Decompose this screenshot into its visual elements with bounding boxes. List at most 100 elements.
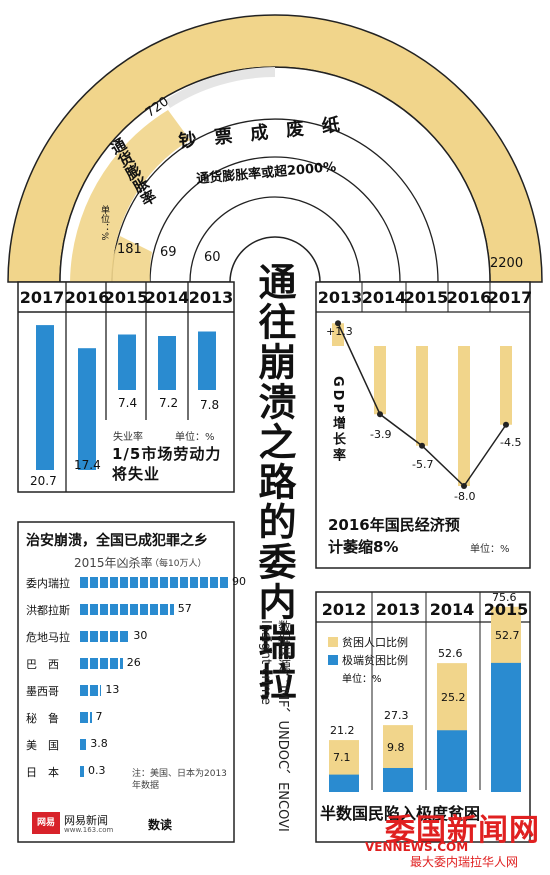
poverty-value-2013: 27.3 bbox=[384, 709, 409, 723]
homicide-country-6: 美 国 bbox=[26, 739, 59, 752]
gdp-point-2017 bbox=[503, 421, 509, 428]
unemp-value-2015: 7.4 bbox=[118, 396, 138, 410]
gdp-value-2015: -5.7 bbox=[412, 458, 434, 471]
gdp-year-2014: 2014 bbox=[361, 288, 407, 307]
gdp-point-2013 bbox=[335, 320, 341, 327]
unemp-value-2013: 7.8 bbox=[200, 398, 220, 412]
unemp-title: 1/5市场劳动力将失业 bbox=[112, 445, 222, 483]
gdp-year-2017: 2017 bbox=[487, 288, 533, 307]
homicide-country-3: 巴 西 bbox=[26, 658, 59, 671]
gdp-point-2016 bbox=[461, 483, 467, 489]
unemp-unit: 单位：% bbox=[175, 432, 215, 443]
dudu-logo: 数读 bbox=[148, 818, 173, 832]
gdp-title: 2016年国民经济预计萎缩8% bbox=[328, 516, 460, 556]
gdp-value-2013: +1.3 bbox=[326, 325, 353, 338]
homicide-bar-6 bbox=[80, 739, 87, 750]
unemp-ylabel: 失业率 bbox=[113, 432, 143, 443]
arc-unit: 单位：% bbox=[99, 205, 109, 241]
legend-extreme: 极端贫困比例 bbox=[342, 654, 408, 667]
legend-poor-swatch bbox=[328, 637, 338, 647]
homicide-bar-5 bbox=[80, 712, 92, 723]
homicide-value-2: 30 bbox=[133, 629, 148, 642]
homicide-bar-1 bbox=[80, 604, 174, 615]
gdp-ylabel: GDP增长率 bbox=[330, 376, 345, 464]
arc-ring-2 bbox=[149, 156, 401, 283]
netease-logo: 网易 bbox=[32, 812, 60, 834]
gdp-year-2016: 2016 bbox=[446, 288, 492, 307]
homicide-value-1: 57 bbox=[177, 602, 192, 615]
gdp-point-2014 bbox=[377, 411, 383, 418]
gdp-value-2016: -8.0 bbox=[454, 490, 476, 503]
homicide-value-0: 90 bbox=[232, 575, 246, 588]
homicide-value-5: 7 bbox=[95, 710, 103, 723]
homicide-value-7: 0.3 bbox=[88, 764, 106, 777]
extreme-value-2012: 7.1 bbox=[333, 751, 351, 765]
extreme-value-2015: 52.7 bbox=[495, 628, 520, 642]
gdp-bar-2016 bbox=[458, 346, 470, 486]
watermark-cn: 委国新闻网 bbox=[385, 813, 540, 848]
unemp-bar-2015 bbox=[118, 334, 136, 390]
inflation-fill-2016 bbox=[70, 110, 190, 282]
homicide-bar-0 bbox=[80, 577, 228, 588]
unemp-year-2015: 2015 bbox=[103, 288, 149, 307]
unemp-year-2016: 2016 bbox=[64, 288, 110, 307]
unemployment-bars bbox=[36, 325, 216, 470]
homicide-bar-2 bbox=[80, 631, 130, 642]
homicide-bar-7 bbox=[80, 766, 84, 777]
extreme-value-2014: 25.2 bbox=[441, 690, 466, 704]
extreme-bar-2013 bbox=[383, 767, 413, 792]
poverty-unit: 单位：% bbox=[342, 674, 382, 685]
gdp-bar-2017 bbox=[500, 346, 512, 425]
inflation-grey-band bbox=[165, 67, 275, 108]
homicide-country-0: 委内瑞拉 bbox=[26, 577, 70, 590]
watermark-slogan: 最大委内瑞拉华人网 bbox=[410, 855, 519, 869]
inflation-value-2017: 2200 bbox=[490, 256, 524, 271]
pov-year-2015: 2015 bbox=[483, 600, 529, 619]
extreme-value-2013: 9.8 bbox=[387, 740, 405, 754]
unemp-bar-2013 bbox=[198, 331, 216, 390]
unemp-value-2014: 7.2 bbox=[159, 396, 179, 410]
homicide-value-4: 13 bbox=[105, 683, 120, 696]
homicide-bar-3 bbox=[80, 658, 123, 669]
homicide-value-6: 3.8 bbox=[90, 737, 108, 750]
unemp-value-2017: 20.7 bbox=[30, 474, 57, 488]
homicide-country-2: 危地马拉 bbox=[26, 631, 70, 644]
arc-ring-3 bbox=[189, 196, 361, 283]
homicide-panel bbox=[17, 521, 235, 843]
inflation-value-2013: 60 bbox=[204, 250, 221, 265]
poverty-value-2012: 21.2 bbox=[330, 724, 355, 738]
homicide-title: 治安崩溃，全国已成犯罪之乡 bbox=[26, 533, 208, 549]
homicide-subtitle-unit: （每10万人） bbox=[150, 559, 207, 569]
poverty-title: 半数国民陷入极度贫困 bbox=[320, 804, 481, 823]
poverty-value-2015: 75.6 bbox=[492, 590, 517, 604]
homicide-country-4: 墨西哥 bbox=[26, 685, 59, 698]
pov-year-2012: 2012 bbox=[321, 600, 367, 619]
homicide-country-5: 秘 鲁 bbox=[26, 712, 59, 725]
unemp-value-2016: 17.4 bbox=[74, 458, 101, 472]
unemp-bar-2017 bbox=[36, 325, 54, 470]
unemp-year-2014: 2014 bbox=[144, 288, 190, 307]
gdp-point-2015 bbox=[419, 442, 425, 449]
pov-year-2014: 2014 bbox=[429, 600, 475, 619]
homicide-country-1: 洪都拉斯 bbox=[26, 604, 70, 617]
gdp-bar-2015 bbox=[416, 346, 428, 446]
watermark-en: VENNEWS.COM bbox=[365, 840, 469, 854]
arc-ring-1 bbox=[111, 118, 439, 283]
gdp-bars bbox=[332, 320, 512, 489]
homicide-subtitle: 2015年凶杀率 bbox=[74, 556, 153, 570]
gdp-bar-2014 bbox=[374, 346, 386, 415]
poverty-bars bbox=[329, 606, 521, 792]
netease-name: 网易新闻 bbox=[64, 814, 108, 827]
data-source: 数据来源：IMF、UNDOC、ENCOVI Insight crime bbox=[258, 620, 290, 832]
gdp-value-2017: -4.5 bbox=[500, 436, 522, 449]
unemp-bar-2016 bbox=[78, 348, 96, 470]
main-title: 通往崩溃之路的委内瑞拉 bbox=[252, 262, 296, 702]
unemp-year-2017: 2017 bbox=[19, 288, 65, 307]
inflation-value-2014: 69 bbox=[160, 245, 177, 260]
pov-year-2013: 2013 bbox=[375, 600, 421, 619]
extreme-bar-2014 bbox=[437, 730, 467, 792]
homicide-country-7: 日 本 bbox=[26, 766, 59, 779]
legend-poor: 贫困人口比例 bbox=[342, 636, 408, 649]
homicide-bar-4 bbox=[80, 685, 102, 696]
